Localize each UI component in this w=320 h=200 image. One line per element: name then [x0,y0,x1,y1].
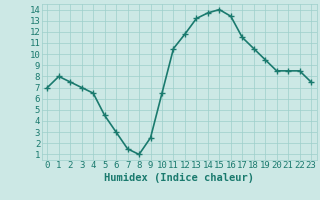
X-axis label: Humidex (Indice chaleur): Humidex (Indice chaleur) [104,173,254,183]
